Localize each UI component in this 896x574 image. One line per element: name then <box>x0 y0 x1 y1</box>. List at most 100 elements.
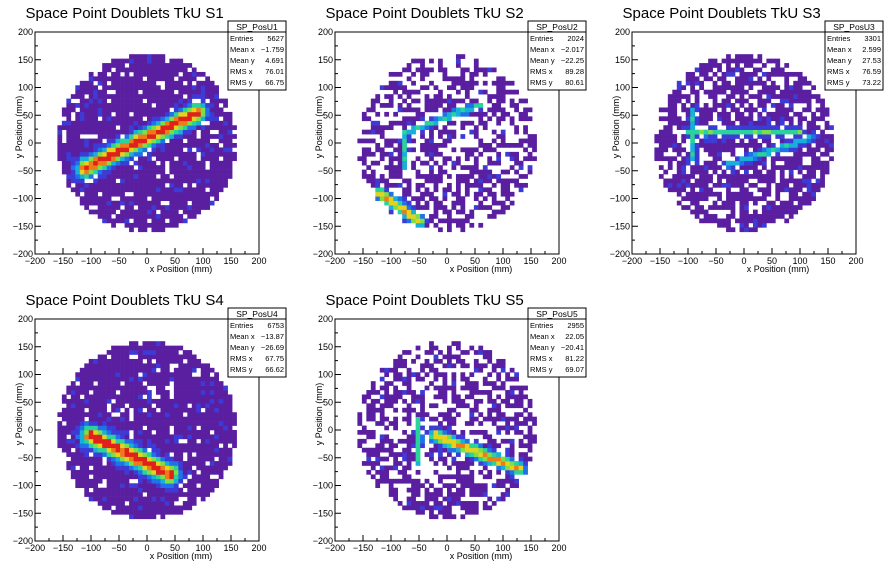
heatmap-cell <box>415 394 421 400</box>
heatmap-cell <box>142 478 148 484</box>
heatmap-cell <box>752 165 758 170</box>
heatmap-cell <box>191 367 197 373</box>
heatmap-cell <box>209 169 215 175</box>
heatmap-cell <box>402 447 407 453</box>
heatmap-cell <box>788 156 794 162</box>
heatmap-cell <box>829 134 834 139</box>
heatmap-cell <box>721 89 727 95</box>
heatmap-cell <box>820 138 825 144</box>
heatmap-cell <box>209 116 215 122</box>
heatmap-cell <box>178 376 184 382</box>
heatmap-cell <box>411 478 416 484</box>
heatmap-cell <box>500 425 506 431</box>
heatmap-cell <box>178 398 184 404</box>
heatmap-cell <box>505 196 511 202</box>
heatmap-cell <box>120 218 125 224</box>
heatmap-cell <box>155 182 161 188</box>
heatmap-cell <box>820 178 825 184</box>
heatmap-cell <box>406 443 412 449</box>
heatmap-cell <box>779 214 785 219</box>
heatmap-cell <box>200 174 206 179</box>
heatmap-cell <box>115 214 121 219</box>
heatmap-cell <box>120 363 125 369</box>
heatmap-cell <box>779 89 785 95</box>
heatmap-cell <box>214 151 219 157</box>
heatmap-cell <box>478 182 484 188</box>
heatmap-cell <box>120 85 125 91</box>
heatmap-cell <box>411 487 416 493</box>
heatmap-cell <box>214 103 219 108</box>
heatmap-cell <box>106 372 112 378</box>
heatmap-cell <box>102 385 107 391</box>
heatmap-cell <box>694 160 700 166</box>
heatmap-cell <box>138 407 143 413</box>
stats-value: 66.75 <box>265 78 284 87</box>
heatmap-cell <box>726 138 731 144</box>
heatmap-cell <box>151 111 157 117</box>
x-tick-label: −200 <box>325 256 345 266</box>
heatmap-cell <box>182 174 188 179</box>
heatmap-cell <box>775 187 781 193</box>
heatmap-cell <box>79 425 85 431</box>
heatmap-cell <box>509 478 515 484</box>
heatmap-cell <box>205 205 211 210</box>
heatmap-cell <box>160 94 166 99</box>
heatmap-cell <box>438 421 443 426</box>
heatmap-cell <box>97 376 103 382</box>
heatmap-cell <box>708 138 713 144</box>
heatmap-cell <box>447 94 452 99</box>
heatmap-cell <box>663 169 669 175</box>
heatmap-cell <box>397 143 403 148</box>
heatmap-cell <box>451 147 457 153</box>
heatmap-cell <box>169 465 175 471</box>
heatmap-cell <box>160 354 166 360</box>
heatmap-cell <box>79 416 85 422</box>
heatmap-cell <box>797 143 803 148</box>
heatmap-cell <box>500 191 506 197</box>
heatmap-cell <box>447 443 452 449</box>
heatmap-cell <box>155 138 161 144</box>
heatmap-cell <box>169 191 175 197</box>
chart-panel-1: Space Point Doublets TkU S1−200 −150 −100−… <box>13 5 287 274</box>
heatmap-cell <box>361 430 367 435</box>
heatmap-cell <box>227 138 233 144</box>
heatmap-cell <box>79 143 85 148</box>
heatmap-cell <box>129 350 134 355</box>
heatmap-cell <box>424 107 430 113</box>
heatmap-cell <box>102 421 107 426</box>
heatmap-cell <box>726 94 731 99</box>
heatmap-cell <box>102 103 107 108</box>
heatmap-cell <box>102 187 107 193</box>
heatmap-cell <box>164 501 170 506</box>
heatmap-cell <box>379 129 385 135</box>
heatmap-cell <box>66 129 72 135</box>
heatmap-cell <box>366 178 372 184</box>
heatmap-cell <box>111 394 116 400</box>
heatmap-cell <box>712 71 718 77</box>
heatmap-cell <box>482 174 488 179</box>
heatmap-cell <box>455 222 461 228</box>
heatmap-cell <box>151 160 157 166</box>
heatmap-cell <box>406 116 412 122</box>
heatmap-cell <box>93 376 99 382</box>
heatmap-cell <box>115 98 121 104</box>
heatmap-cell <box>97 416 103 422</box>
heatmap-cell <box>155 98 161 104</box>
heatmap-cell <box>200 465 206 471</box>
heatmap-cell <box>120 187 125 193</box>
heatmap-cell <box>667 187 673 193</box>
heatmap-cell <box>379 443 385 449</box>
heatmap-cell <box>505 474 511 480</box>
heatmap-cell <box>406 134 412 139</box>
heatmap-cell <box>518 465 524 471</box>
heatmap-cell <box>393 200 399 206</box>
heatmap-cell <box>88 367 94 373</box>
heatmap-cell <box>424 191 430 197</box>
heatmap-cell <box>375 178 381 184</box>
heatmap-cell <box>500 182 506 188</box>
heatmap-cell <box>752 138 758 144</box>
heatmap-cell <box>182 209 188 215</box>
heatmap-cell <box>173 218 179 224</box>
heatmap-cell <box>106 363 112 369</box>
heatmap-cell <box>164 143 170 148</box>
